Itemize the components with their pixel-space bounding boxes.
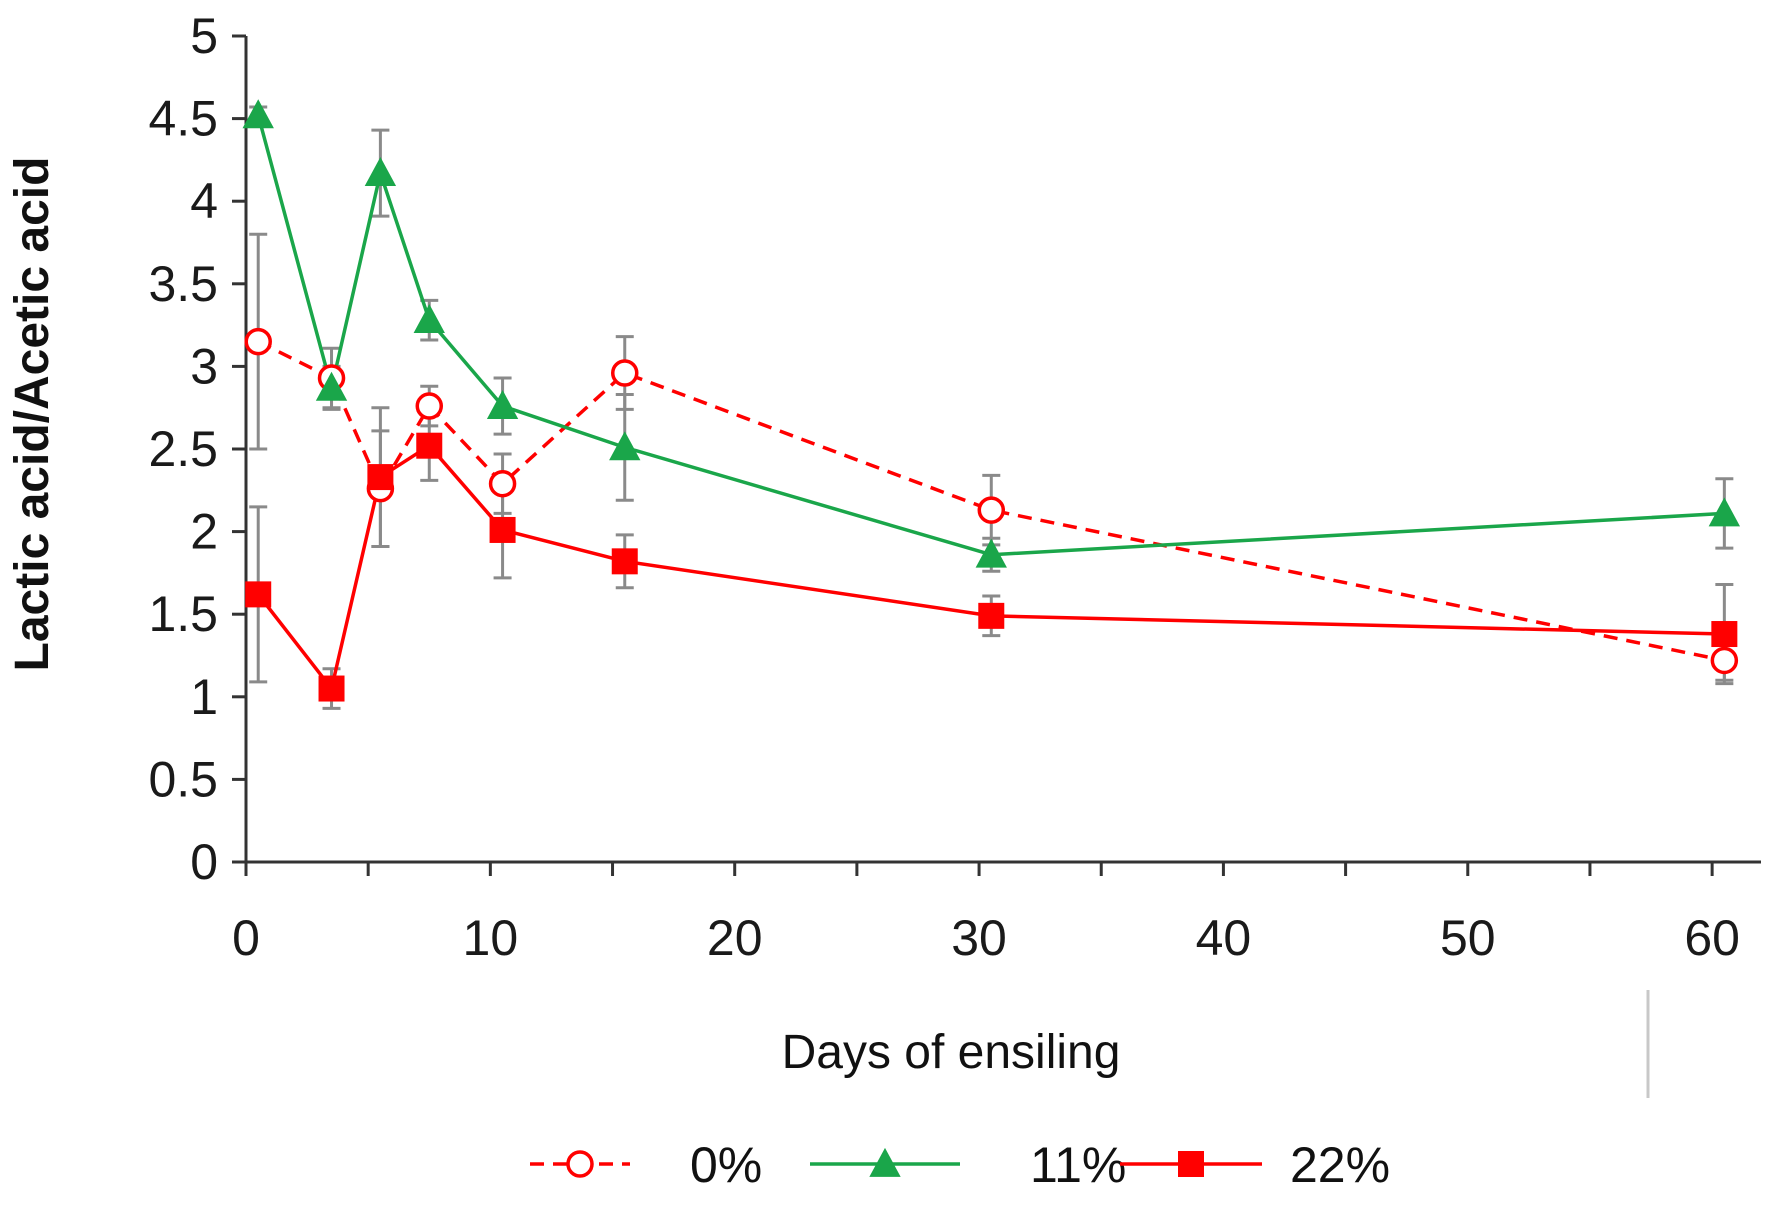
x-tick-label: 10 xyxy=(463,910,519,966)
data-point-22pct xyxy=(318,675,345,702)
data-point-22pct xyxy=(978,602,1005,629)
data-point-22pct xyxy=(245,581,272,608)
x-tick-label: 0 xyxy=(232,910,260,966)
y-axis-title: Lactic acid/Acetic acid xyxy=(6,157,59,672)
data-point-0pct xyxy=(977,496,1006,524)
data-point-22pct xyxy=(611,548,638,575)
y-tick-label: 2.5 xyxy=(148,421,218,477)
data-point-0pct xyxy=(1710,646,1739,675)
data-point-11pct xyxy=(242,99,274,129)
data-point-22pct xyxy=(1711,621,1738,648)
y-tick-label: 4.5 xyxy=(148,91,218,147)
data-point-22pct xyxy=(416,432,443,459)
y-tick-label: 2 xyxy=(190,504,218,560)
legend: 0% 11% 22% xyxy=(530,1137,1390,1193)
y-tick-label: 0.5 xyxy=(148,751,218,807)
y-tick-label: 3 xyxy=(190,338,218,394)
x-tick-label: 60 xyxy=(1684,910,1740,966)
data-point-11pct xyxy=(1708,497,1741,527)
legend-marker-0pct xyxy=(566,1150,594,1178)
data-point-11pct xyxy=(413,304,445,334)
series-line-11pct xyxy=(256,114,1725,557)
x-axis-title: Days of ensiling xyxy=(782,1026,1121,1079)
legend-marker-11pct xyxy=(869,1147,901,1177)
axes-layer xyxy=(232,34,1761,876)
legend-label-22pct: 22% xyxy=(1290,1137,1390,1193)
y-tick-label: 1.5 xyxy=(148,586,218,642)
x-tick-label: 20 xyxy=(707,910,763,966)
x-tick-label: 40 xyxy=(1196,910,1252,966)
data-point-22pct xyxy=(489,516,516,543)
y-tick-label: 3.5 xyxy=(148,256,218,312)
tick-labels-layer: 00.511.522.533.544.550 10 20 30 40 50 60 xyxy=(148,8,1739,966)
legend-marker-22pct xyxy=(1178,1151,1204,1177)
data-point-0pct xyxy=(415,392,444,420)
y-tick-label: 4 xyxy=(190,173,218,229)
series-line-22pct xyxy=(256,443,1725,691)
data-point-11pct xyxy=(975,538,1007,568)
x-tick-label: 50 xyxy=(1440,910,1496,966)
data-point-11pct xyxy=(486,389,519,419)
legend-label-0pct: 0% xyxy=(690,1137,762,1193)
data-point-11pct xyxy=(609,431,641,461)
data-point-0pct xyxy=(611,359,639,387)
y-tick-label: 1 xyxy=(190,669,218,725)
y-tick-label: 0 xyxy=(190,834,218,890)
data-point-0pct xyxy=(244,327,272,356)
data-point-0pct xyxy=(488,469,517,498)
legend-label-11pct: 11% xyxy=(1030,1137,1126,1193)
data-point-11pct xyxy=(315,371,348,401)
data-point-22pct xyxy=(367,464,394,491)
x-tick-label: 30 xyxy=(951,910,1007,966)
data-point-11pct xyxy=(364,157,397,187)
markers-layer xyxy=(242,99,1741,702)
y-tick-label: 5 xyxy=(190,8,218,64)
